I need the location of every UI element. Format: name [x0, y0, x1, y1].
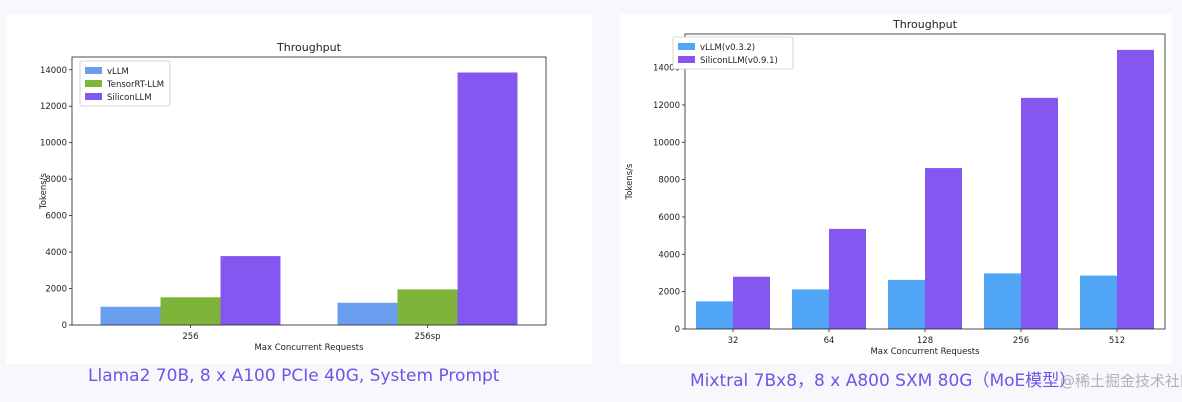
bar-SiliconLLM(v0.9.1)-32	[733, 276, 770, 329]
x-tick-label: 128	[917, 336, 933, 346]
chart-title: Throughput	[892, 18, 958, 31]
x-axis-label: Max Concurrent Requests	[254, 343, 364, 353]
y-tick-label: 10000	[653, 138, 680, 148]
legend-label: vLLM	[107, 67, 129, 77]
y-axis-label: Tokens/s	[625, 163, 635, 200]
legend-swatch	[678, 43, 695, 50]
left-chart-caption: Llama2 70B, 8 x A100 PCIe 40G, System Pr…	[88, 366, 500, 386]
left-throughput-chart: Throughput 0 2000 4000 6000 8000 10000 12000 140…	[39, 41, 547, 353]
y-tick-label: 4000	[658, 250, 680, 260]
bar-vLLM(v0.3.2)-256	[984, 273, 1021, 329]
bar-SiliconLLM(v0.9.1)-256	[1021, 97, 1058, 329]
legend-label: SiliconLLM(v0.9.1)	[700, 56, 778, 66]
y-tick-label: 0	[675, 325, 680, 335]
y-tick-label: 8000	[45, 175, 67, 185]
y-tick-label: 0	[62, 321, 67, 331]
bar-vLLM-256	[100, 306, 161, 325]
legend-swatch	[85, 67, 102, 74]
watermark-text: @稀土掘金技术社区	[1060, 372, 1182, 390]
y-tick-label: 6000	[45, 212, 67, 222]
bar-SiliconLLM(v0.9.1)-512	[1117, 49, 1154, 330]
legend-label: SiliconLLM	[107, 93, 152, 103]
bar-vLLM(v0.3.2)-512	[1080, 275, 1117, 329]
chart-title: Throughput	[276, 41, 342, 54]
bar-SiliconLLM(v0.9.1)-64	[829, 228, 866, 329]
bar-vLLM(v0.3.2)-32	[696, 301, 733, 329]
legend-swatch	[85, 80, 102, 87]
x-tick-label: 512	[1109, 336, 1125, 346]
legend-box	[672, 36, 794, 70]
right-chart-panel: Throughput 0 2000 4000 6000 8000 10000 12000 140…	[620, 14, 1172, 364]
y-tick-label: 12000	[40, 102, 67, 112]
x-tick-label: 64	[824, 336, 835, 346]
x-tick-label: 256	[182, 332, 198, 342]
legend-box	[79, 60, 171, 107]
bar-vLLM(v0.3.2)-128	[888, 279, 925, 329]
plot-frame	[71, 56, 547, 326]
y-tick-label: 2000	[45, 285, 67, 295]
y-tick-label: 14000	[40, 66, 67, 76]
y-tick-label: 10000	[40, 139, 67, 149]
bar-vLLM(v0.3.2)-64	[792, 289, 829, 329]
y-tick-label: 2000	[658, 288, 680, 298]
right-chart-caption: Mixtral 7Bx8，8 x A800 SXM 80G（MoE模型）	[690, 371, 1077, 391]
bar-vLLM-256sp	[337, 302, 398, 325]
y-tick-label: 6000	[658, 213, 680, 223]
legend: vLLM TensorRT-LLM SiliconLLM	[79, 60, 171, 107]
left-chart-panel: Throughput 0 2000 4000 6000 8000 10000 12000 140…	[6, 14, 592, 364]
legend-label: TensorRT-LLM	[106, 80, 164, 90]
legend-swatch	[85, 93, 102, 100]
y-tick-label: 4000	[45, 248, 67, 258]
x-tick-label: 32	[728, 336, 739, 346]
legend-swatch	[678, 56, 695, 63]
y-tick-label: 12000	[653, 101, 680, 111]
right-throughput-chart: Throughput 0 2000 4000 6000 8000 10000 12000 140…	[625, 18, 1166, 357]
y-axis-label: Tokens/s	[39, 172, 49, 209]
x-axis-label: Max Concurrent Requests	[870, 347, 980, 357]
bar-TensorRT-LLM-256sp	[397, 289, 458, 325]
x-tick-label: 256	[1013, 336, 1029, 346]
bar-TensorRT-LLM-256	[160, 297, 221, 325]
y-tick-label: 14000	[653, 64, 680, 74]
bar-SiliconLLM-256	[220, 256, 281, 325]
bar-SiliconLLM(v0.9.1)-128	[925, 168, 962, 329]
x-tick-label: 256sp	[414, 332, 440, 342]
legend: vLLM(v0.3.2) SiliconLLM(v0.9.1)	[672, 36, 794, 70]
legend-label: vLLM(v0.3.2)	[700, 43, 755, 53]
y-tick-label: 8000	[658, 176, 680, 186]
bar-SiliconLLM-256sp	[457, 72, 518, 325]
